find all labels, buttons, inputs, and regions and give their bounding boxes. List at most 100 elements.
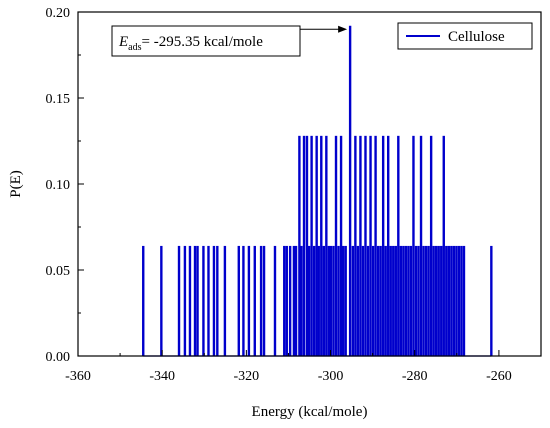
annotation: Eads= -295.35 kcal/mole <box>111 25 348 57</box>
bar <box>437 245 440 356</box>
bar <box>193 245 197 356</box>
bar <box>412 135 415 356</box>
y-tick-label: 0.05 <box>46 264 71 279</box>
annotation-arrowhead <box>338 25 348 33</box>
x-tick-label: -340 <box>149 369 175 384</box>
bar <box>414 245 418 356</box>
bar <box>300 245 303 356</box>
bar <box>292 245 296 356</box>
y-tick-label: 0.20 <box>46 6 71 21</box>
bar <box>329 245 333 356</box>
bar <box>183 245 187 356</box>
annotation-box <box>111 25 301 57</box>
bar <box>417 245 420 356</box>
bar <box>322 245 326 356</box>
bar <box>283 245 286 356</box>
bar <box>376 245 380 356</box>
bar <box>359 135 362 356</box>
bar <box>307 245 311 356</box>
annotation-value: = -295.35 kcal/mole <box>142 34 264 50</box>
bar <box>455 245 458 356</box>
bar <box>315 135 318 356</box>
bar <box>188 245 192 356</box>
bar <box>445 245 448 356</box>
bar <box>305 135 309 356</box>
bar <box>442 135 445 356</box>
legend: Cellulose <box>397 22 533 50</box>
bar <box>160 245 163 356</box>
y-tick-label: 0.15 <box>46 92 71 107</box>
bar <box>397 135 400 356</box>
x-axis: -360 -340 -320 -300 -280 -260 <box>65 350 512 384</box>
annotation-text: Eads= -295.35 kcal/mole <box>118 34 263 53</box>
bar <box>450 245 453 356</box>
bar <box>392 245 395 356</box>
bar <box>351 245 355 356</box>
bar <box>394 245 397 356</box>
x-tick-label: -280 <box>402 369 428 384</box>
bar <box>419 135 423 356</box>
bar <box>207 245 210 356</box>
bar <box>288 245 292 356</box>
legend-label-cellulose: Cellulose <box>448 29 505 45</box>
bar <box>344 245 347 356</box>
bar <box>407 245 410 356</box>
bar <box>142 245 145 356</box>
bar <box>298 135 301 356</box>
annotation-symbol: E <box>118 34 128 50</box>
bar <box>404 245 408 356</box>
y-tick-label: 0.00 <box>46 350 71 365</box>
y-tick-label: 0.10 <box>46 178 71 193</box>
bar <box>341 245 345 356</box>
bar <box>294 245 298 356</box>
bar <box>285 245 288 356</box>
bar <box>327 245 331 356</box>
bar <box>432 245 435 356</box>
x-axis-title: Energy (kcal/mole) <box>252 404 368 420</box>
legend-box <box>397 22 533 50</box>
bar <box>440 245 443 356</box>
bar <box>379 245 382 356</box>
bar <box>374 135 377 356</box>
bar <box>332 245 335 356</box>
bar <box>387 135 390 356</box>
bar <box>212 245 216 356</box>
x-tick-label: -360 <box>65 369 91 384</box>
bar <box>312 245 316 356</box>
bar <box>366 245 370 356</box>
bar <box>389 245 392 356</box>
annotation-subscript: ads <box>128 42 141 53</box>
bar <box>302 135 306 356</box>
bar <box>447 245 451 356</box>
bar <box>424 245 428 356</box>
bar <box>223 245 227 356</box>
bar <box>196 245 199 356</box>
bar <box>317 245 320 356</box>
bar <box>253 245 256 356</box>
bar <box>242 245 245 356</box>
bar <box>402 245 405 356</box>
bar <box>457 245 461 356</box>
y-axis-title: P(E) <box>8 170 24 198</box>
bar <box>462 245 466 356</box>
bar <box>364 135 367 356</box>
bar <box>490 245 493 356</box>
bar <box>273 245 277 356</box>
x-tick-label: -260 <box>486 369 512 384</box>
bar <box>429 135 433 356</box>
bar <box>361 245 365 356</box>
bar <box>409 245 413 356</box>
bar <box>337 245 340 356</box>
bar <box>399 245 403 356</box>
bar <box>177 245 181 356</box>
bar <box>334 135 338 356</box>
bar <box>460 245 463 356</box>
bar <box>237 245 240 356</box>
bar <box>216 245 219 356</box>
bar <box>262 245 266 356</box>
bar <box>202 245 205 356</box>
bar <box>434 245 438 356</box>
x-tick-label: -320 <box>234 369 260 384</box>
bar <box>384 245 387 356</box>
x-tick-label: -300 <box>318 369 344 384</box>
